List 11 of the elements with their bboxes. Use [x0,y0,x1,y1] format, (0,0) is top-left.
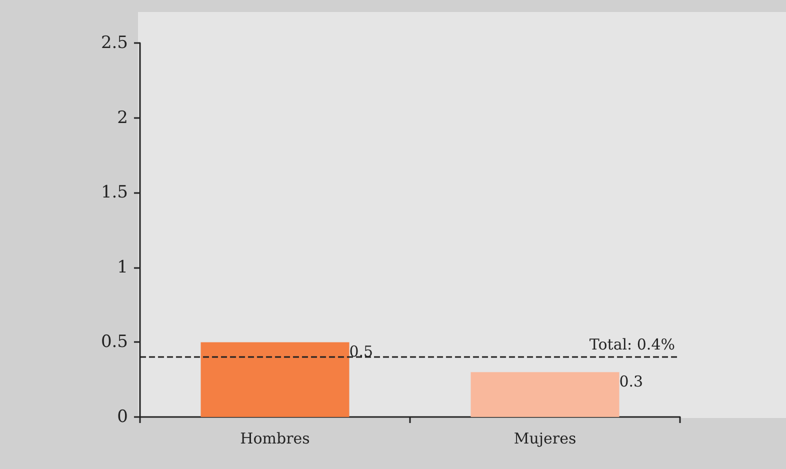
y-tick-label: 1 [117,257,128,278]
ref-line-label: Total: 0.4% [589,336,675,354]
x-tick-label: Hombres [240,430,310,448]
data-label: 0.5 [349,342,374,361]
y-tick-label: 0 [117,407,128,427]
y-tick-label: 1.5 [100,182,128,203]
x-tick-label: Mujeres [514,430,576,448]
y-tick-label: 0.5 [100,332,128,352]
data-label: 0.3 [619,372,644,391]
y-tick-label: 2 [117,108,128,128]
y-tick-label: 2.5 [100,33,128,53]
